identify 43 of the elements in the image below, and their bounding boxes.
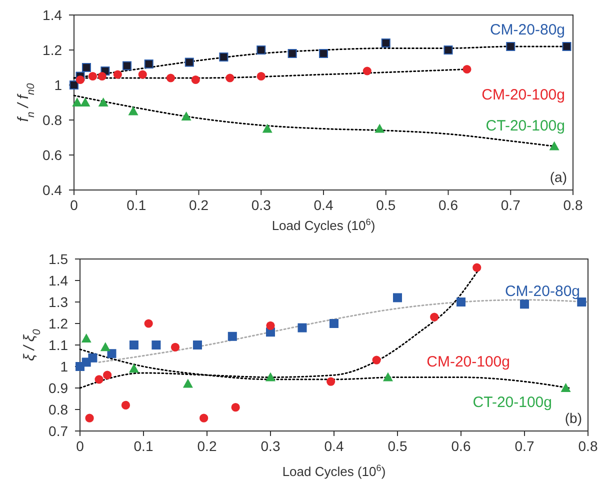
y-tick-label: 0.8	[48, 402, 68, 418]
y-tick-label: 1.4	[42, 7, 62, 23]
x-tick-label: 0	[76, 438, 84, 454]
x-tick-label: 0.1	[126, 197, 146, 213]
x-tick-label: 0	[70, 197, 78, 213]
series-label: CM-20-80g	[490, 22, 565, 38]
series-label: CT-20-100g	[486, 117, 565, 134]
x-tick-label: 0.7	[514, 438, 534, 454]
series-label: CM-20-80g	[504, 283, 580, 300]
x-tick-label: 0.3	[251, 197, 272, 213]
y-tick-label: 1.1	[48, 337, 68, 353]
y-tick-label: 1.2	[42, 42, 62, 58]
x-tick-label: 0.5	[376, 197, 396, 213]
annotation: (a)	[550, 169, 567, 185]
annotation: (b)	[564, 410, 582, 426]
x-tick-label: 0.4	[314, 197, 334, 213]
y-tick-label: 1.2	[48, 316, 68, 332]
y-tick-label: 0.9	[48, 380, 68, 396]
y-tick-label: 1	[54, 77, 62, 93]
y-tick-label: 0.4	[42, 182, 62, 198]
x-tick-label: 0.8	[578, 438, 598, 454]
x-tick-label: 0.3	[260, 438, 280, 454]
x-tick-label: 0.2	[197, 438, 217, 454]
x-axis-title: Load Cycles (10$^{6}$)	[272, 217, 376, 233]
x-axis-title: Load Cycles (10$^{6}$)	[282, 463, 386, 479]
y-tick-label: 1.3	[48, 294, 68, 310]
x-tick-label: 0.6	[451, 438, 471, 454]
y-tick-label: 1.5	[48, 251, 68, 267]
y-tick-label: 0.7	[48, 423, 68, 439]
x-tick-label: 0.4	[324, 438, 344, 454]
x-tick-label: 0.6	[438, 197, 458, 213]
x-tick-label: 0.1	[134, 438, 154, 454]
y-tick-label: 1.4	[48, 272, 68, 288]
x-tick-label: 0.8	[563, 197, 583, 213]
text: CM-20-100g	[426, 354, 510, 371]
series-label: CM-20-100g	[482, 86, 565, 104]
x-tick-label: 0.5	[388, 438, 408, 454]
y-tick-label: 0.8	[42, 112, 62, 128]
y-tick-label: 0.6	[42, 147, 62, 163]
x-tick-label: 0.2	[189, 197, 209, 213]
series-label: CT-20-100g	[472, 394, 552, 411]
x-tick-label: 0.7	[500, 197, 521, 213]
y-tick-label: 1	[60, 358, 68, 374]
